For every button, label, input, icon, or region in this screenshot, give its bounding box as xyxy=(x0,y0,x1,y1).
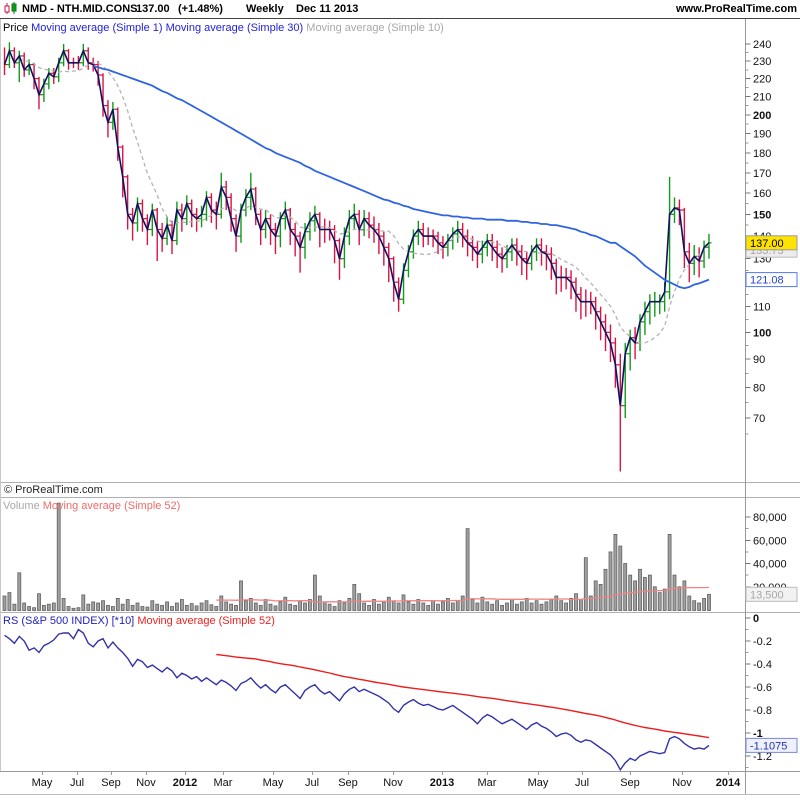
svg-text:60,000: 60,000 xyxy=(753,535,787,547)
last-price-badge: 137.00 xyxy=(745,235,798,251)
price-ma30 xyxy=(93,65,710,290)
svg-text:-0.8: -0.8 xyxy=(753,705,772,717)
svg-text:121.08: 121.08 xyxy=(750,275,784,287)
volume-ma52-line xyxy=(216,586,710,603)
legend-ma1-label[interactable]: Moving average (Simple 1) xyxy=(31,22,163,34)
quote-date: Dec 11 2013 xyxy=(296,3,359,15)
svg-text:May: May xyxy=(32,777,53,789)
time-axis: May Jul Sep Nov 2012 Mar May Jul Sep Nov 2013 Mar Ma… xyxy=(32,771,741,789)
rs-series xyxy=(4,628,710,772)
svg-text:13,500: 13,500 xyxy=(750,589,784,601)
price-ma1 xyxy=(3,48,710,406)
svg-text:180: 180 xyxy=(753,148,771,160)
svg-text:Jul: Jul xyxy=(305,777,319,789)
svg-text:2014: 2014 xyxy=(716,777,741,789)
svg-text:-0.6: -0.6 xyxy=(753,682,772,694)
price-ma10 xyxy=(19,57,710,344)
svg-text:2013: 2013 xyxy=(430,777,454,789)
legend-ma30-label[interactable]: Moving average (Simple 30) xyxy=(165,22,304,34)
legend-ma10-label[interactable]: Moving average (Simple 10) xyxy=(306,22,444,34)
svg-text:40,000: 40,000 xyxy=(753,559,787,571)
timeframe: Weekly xyxy=(246,3,284,15)
svg-text:Jul: Jul xyxy=(70,777,84,789)
svg-text:137.00: 137.00 xyxy=(750,238,784,250)
legend-volume-label[interactable]: Volume xyxy=(3,500,40,512)
ma30-value-badge: 121.08 xyxy=(745,272,798,288)
svg-text:Sep: Sep xyxy=(338,777,358,789)
svg-text:Sep: Sep xyxy=(101,777,121,789)
price-change: (+1.48%) xyxy=(178,3,223,15)
rs-ma52-line xyxy=(216,653,710,739)
title-bar: NMD - NTH.MID.CONS 137.00 (+1.48%) Weekl… xyxy=(0,0,800,18)
svg-text:190: 190 xyxy=(753,129,771,141)
legend-price-label[interactable]: Price xyxy=(3,22,29,34)
svg-text:Sep: Sep xyxy=(620,777,640,789)
svg-text:Jul: Jul xyxy=(575,777,589,789)
rs-ma xyxy=(216,653,710,739)
svg-text:-0.2: -0.2 xyxy=(753,636,772,648)
website-link[interactable]: www.ProRealTime.com xyxy=(675,3,797,15)
svg-text:230: 230 xyxy=(753,56,771,68)
svg-text:2012: 2012 xyxy=(173,777,197,789)
svg-text:May: May xyxy=(263,777,284,789)
price-legend: Price Moving average (Simple 1) Moving a… xyxy=(3,22,444,34)
svg-text:-1.2: -1.2 xyxy=(753,751,772,763)
svg-text:200: 200 xyxy=(753,110,771,122)
svg-text:150: 150 xyxy=(753,209,771,221)
svg-text:160: 160 xyxy=(753,188,771,200)
svg-text:210: 210 xyxy=(753,92,771,104)
price-bars xyxy=(3,42,712,472)
last-price: 137.00 xyxy=(136,3,170,15)
copyright-label: © ProRealTime.com xyxy=(4,484,103,496)
svg-text:100: 100 xyxy=(753,327,771,339)
volume-legend: Volume Moving average (Simple 52) xyxy=(3,500,180,512)
svg-text:May: May xyxy=(528,777,549,789)
price-ma30-line xyxy=(93,65,710,290)
volume-value-badge: 13,500 xyxy=(745,586,798,602)
svg-text:Mar: Mar xyxy=(478,777,497,789)
legend-volume-ma52-label[interactable]: Moving average (Simple 52) xyxy=(42,500,181,512)
svg-text:-1: -1 xyxy=(753,728,763,740)
svg-text:-1.1075: -1.1075 xyxy=(750,740,787,752)
price-close-line xyxy=(3,48,710,406)
svg-text:Nov: Nov xyxy=(672,777,692,789)
svg-text:0: 0 xyxy=(753,613,759,625)
rs-axis: 0 -0.2 -0.4 -0.6 -0.8 -1 -1.2 xyxy=(745,613,772,768)
svg-text:240: 240 xyxy=(753,39,771,51)
panel-frame xyxy=(0,18,800,795)
svg-text:110: 110 xyxy=(753,302,771,314)
rs-legend: RS (S&P 500 INDEX) [*10] Moving average … xyxy=(3,615,275,627)
rs-line xyxy=(4,628,710,772)
svg-text:Mar: Mar xyxy=(214,777,233,789)
price-ma10-line xyxy=(19,57,710,344)
svg-text:-0.4: -0.4 xyxy=(753,659,772,671)
symbol-name: NMD - NTH.MID.CONS xyxy=(22,3,138,15)
svg-text:170: 170 xyxy=(753,168,771,180)
svg-text:Nov: Nov xyxy=(136,777,156,789)
svg-text:80: 80 xyxy=(753,383,765,395)
svg-text:220: 220 xyxy=(753,74,771,86)
volume-bars xyxy=(2,502,711,611)
svg-text:70: 70 xyxy=(753,413,765,425)
candlestick-logo-icon xyxy=(4,2,17,14)
rs-value-badge: -1.1075 xyxy=(745,737,798,753)
svg-text:Nov: Nov xyxy=(383,777,403,789)
legend-rs-ma52-label[interactable]: Moving average (Simple 52) xyxy=(137,615,275,627)
volume-ma xyxy=(216,586,710,603)
svg-text:80,000: 80,000 xyxy=(753,512,787,524)
legend-rs-label[interactable]: RS (S&P 500 INDEX) [*10] xyxy=(3,615,135,627)
svg-text:90: 90 xyxy=(753,354,765,366)
